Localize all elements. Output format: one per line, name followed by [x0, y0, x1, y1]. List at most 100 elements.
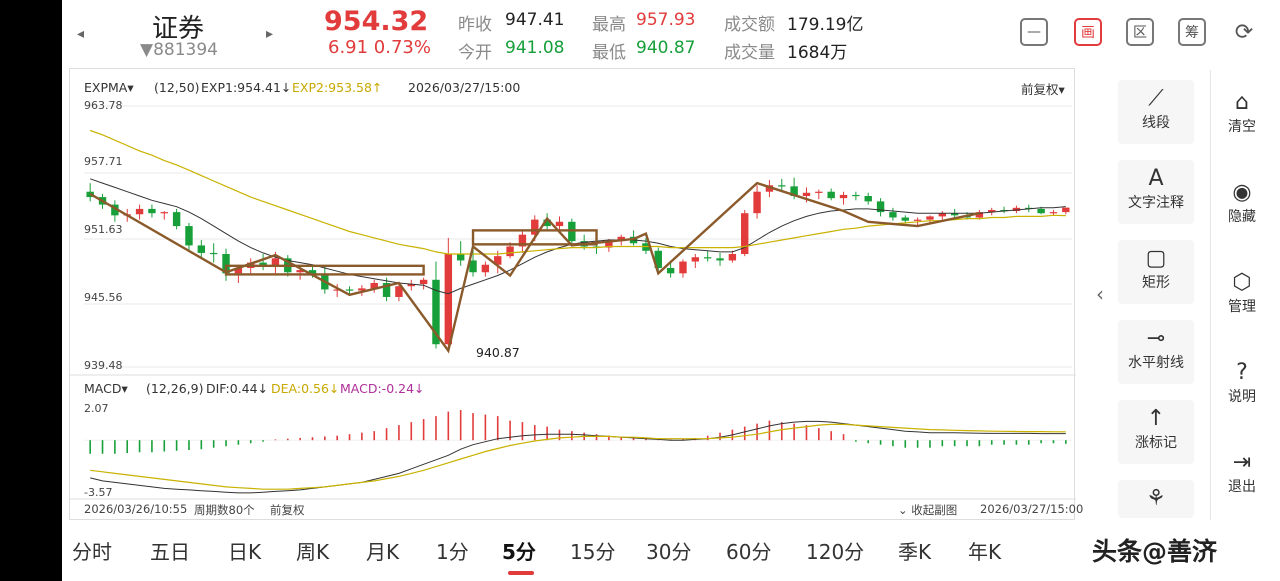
action-label: 退出: [1228, 479, 1256, 495]
draw-mode-icon[interactable]: 画: [1074, 18, 1102, 46]
candlestick: [518, 234, 527, 247]
candlestick: [753, 191, 761, 214]
candlestick: [135, 208, 144, 215]
candlestick: [456, 254, 465, 261]
candlestick: [1049, 212, 1058, 214]
tab-monthly[interactable]: 月K: [366, 540, 400, 564]
sub-indicator-selector[interactable]: MACD▾: [84, 381, 128, 396]
candlestick: [728, 254, 737, 261]
candlestick: [926, 216, 934, 220]
main-indicator-params: (12,50): [154, 80, 200, 95]
action-hide[interactable]: ◉ 隐藏: [1204, 180, 1280, 226]
quote-label-prev-close: 昨收: [458, 15, 492, 35]
candlestick: [839, 194, 848, 199]
tool-label: 线段: [1142, 115, 1170, 131]
tools-divider: [1210, 70, 1211, 520]
timeframe-tabs: 分时 五日 日K 周K 月K 1分 5分 15分 30分 60分 120分 季K…: [62, 526, 1092, 576]
rotate-screen-icon[interactable]: ⟳: [1234, 19, 1254, 45]
collapse-subchart-button[interactable]: ⌄ 收起副图: [898, 503, 958, 517]
action-label: 说明: [1228, 389, 1256, 405]
tab-15min[interactable]: 15分: [570, 540, 616, 564]
quote-value-volume: 1684万: [787, 43, 848, 63]
tool-box: [1118, 80, 1194, 144]
candlestick: [790, 186, 798, 197]
candlestick: [296, 270, 304, 273]
quote-label-turnover: 成交额: [724, 15, 775, 35]
tab-5min[interactable]: 5分: [502, 540, 536, 564]
expand-tools-icon[interactable]: ‹: [1096, 282, 1104, 306]
candlestick: [901, 217, 909, 221]
price-axis-label: 963.78: [84, 99, 123, 112]
tab-yearly[interactable]: 年K: [968, 540, 1002, 564]
tab-weekly[interactable]: 周K: [296, 540, 330, 564]
candlestick: [148, 208, 156, 214]
action-label: 隐藏: [1228, 209, 1256, 225]
tool-box: [1118, 240, 1194, 304]
candlestick: [222, 254, 230, 274]
active-tab-indicator: [508, 571, 534, 575]
tool-text-note[interactable]: A 文字注释: [1118, 166, 1194, 212]
clear-icon: ⌂: [1235, 90, 1249, 115]
start-datetime: 2026/03/26/10:55: [84, 502, 188, 516]
tab-five-day[interactable]: 五日: [150, 540, 190, 564]
tab-60min[interactable]: 60分: [726, 540, 772, 564]
chart-panel[interactable]: EXPMA▾ (12,50) EXP1:954.41↓ EXP2:953.58↑…: [69, 68, 1083, 521]
quote-value-open: 941.08: [505, 38, 565, 58]
more-tool-icon: ⚘: [1146, 486, 1166, 511]
stock-code[interactable]: ▼881394: [140, 40, 218, 60]
tab-1min[interactable]: 1分: [436, 540, 469, 564]
tool-segment[interactable]: ⟋ 线段: [1118, 86, 1194, 132]
rise-mark-icon: ↑: [1146, 406, 1166, 431]
candlestick: [691, 257, 700, 262]
tool-rise-mark[interactable]: ↑ 涨标记: [1118, 406, 1194, 452]
chip-icon[interactable]: 筹: [1178, 18, 1206, 46]
candlestick: [889, 212, 897, 218]
manage-icon: ⬡: [1232, 270, 1252, 295]
next-stock-icon[interactable]: ▸: [266, 26, 274, 42]
candlestick: [617, 236, 625, 242]
watermark: 头条@善济: [1092, 537, 1218, 566]
tool-more[interactable]: ⚘: [1118, 486, 1194, 512]
price-axis-label: 951.63: [84, 223, 123, 236]
tab-quarterly[interactable]: 季K: [898, 540, 932, 564]
quote-value-turnover: 179.19亿: [787, 15, 864, 35]
action-clear[interactable]: ⌂ 清空: [1204, 90, 1280, 136]
help-icon: ?: [1236, 360, 1248, 385]
tab-120min[interactable]: 120分: [806, 540, 865, 564]
candlestick: [778, 185, 786, 187]
main-indicator-selector[interactable]: EXPMA▾: [84, 80, 134, 95]
quote-label-low: 最低: [592, 43, 626, 63]
action-manage[interactable]: ⬡ 管理: [1204, 270, 1280, 316]
action-help[interactable]: ? 说明: [1204, 360, 1280, 406]
candlestick: [703, 257, 712, 259]
candlestick: [864, 196, 872, 202]
candlestick: [666, 267, 675, 274]
quote-label-high: 最高: [592, 15, 626, 35]
adjust-selector[interactable]: 前复权▾: [1021, 82, 1065, 97]
action-exit[interactable]: ⇥ 退出: [1204, 450, 1280, 496]
tool-box: [1118, 160, 1194, 224]
macd-dea-value: DEA:0.56↓: [271, 381, 340, 396]
current-price: 954.32: [324, 6, 429, 37]
price-axis-label: 939.48: [84, 359, 123, 372]
tab-30min[interactable]: 30分: [646, 540, 692, 564]
tool-rectangle[interactable]: ▢ 矩形: [1118, 246, 1194, 292]
tab-daily[interactable]: 日K: [228, 540, 262, 564]
candlestick: [950, 213, 959, 216]
tool-horizontal-ray[interactable]: ⊸ 水平射线: [1118, 326, 1194, 372]
candlestick: [234, 267, 243, 274]
candlestick: [209, 252, 218, 255]
exp1-value: EXP1:954.41↓: [201, 80, 292, 95]
tab-intraday[interactable]: 分时: [72, 540, 112, 564]
candlestick: [345, 289, 354, 291]
macd-dea-line: [90, 423, 1066, 490]
chart-canvas[interactable]: [70, 69, 1076, 521]
price-axis-label: 957.71: [84, 155, 123, 168]
range-icon[interactable]: 区: [1126, 18, 1154, 46]
candlestick: [444, 254, 453, 345]
candlestick: [852, 194, 860, 197]
minimize-icon[interactable]: —: [1020, 18, 1048, 46]
candlestick: [876, 201, 885, 213]
prev-stock-icon[interactable]: ◂: [77, 26, 85, 42]
candlestick: [765, 185, 774, 192]
